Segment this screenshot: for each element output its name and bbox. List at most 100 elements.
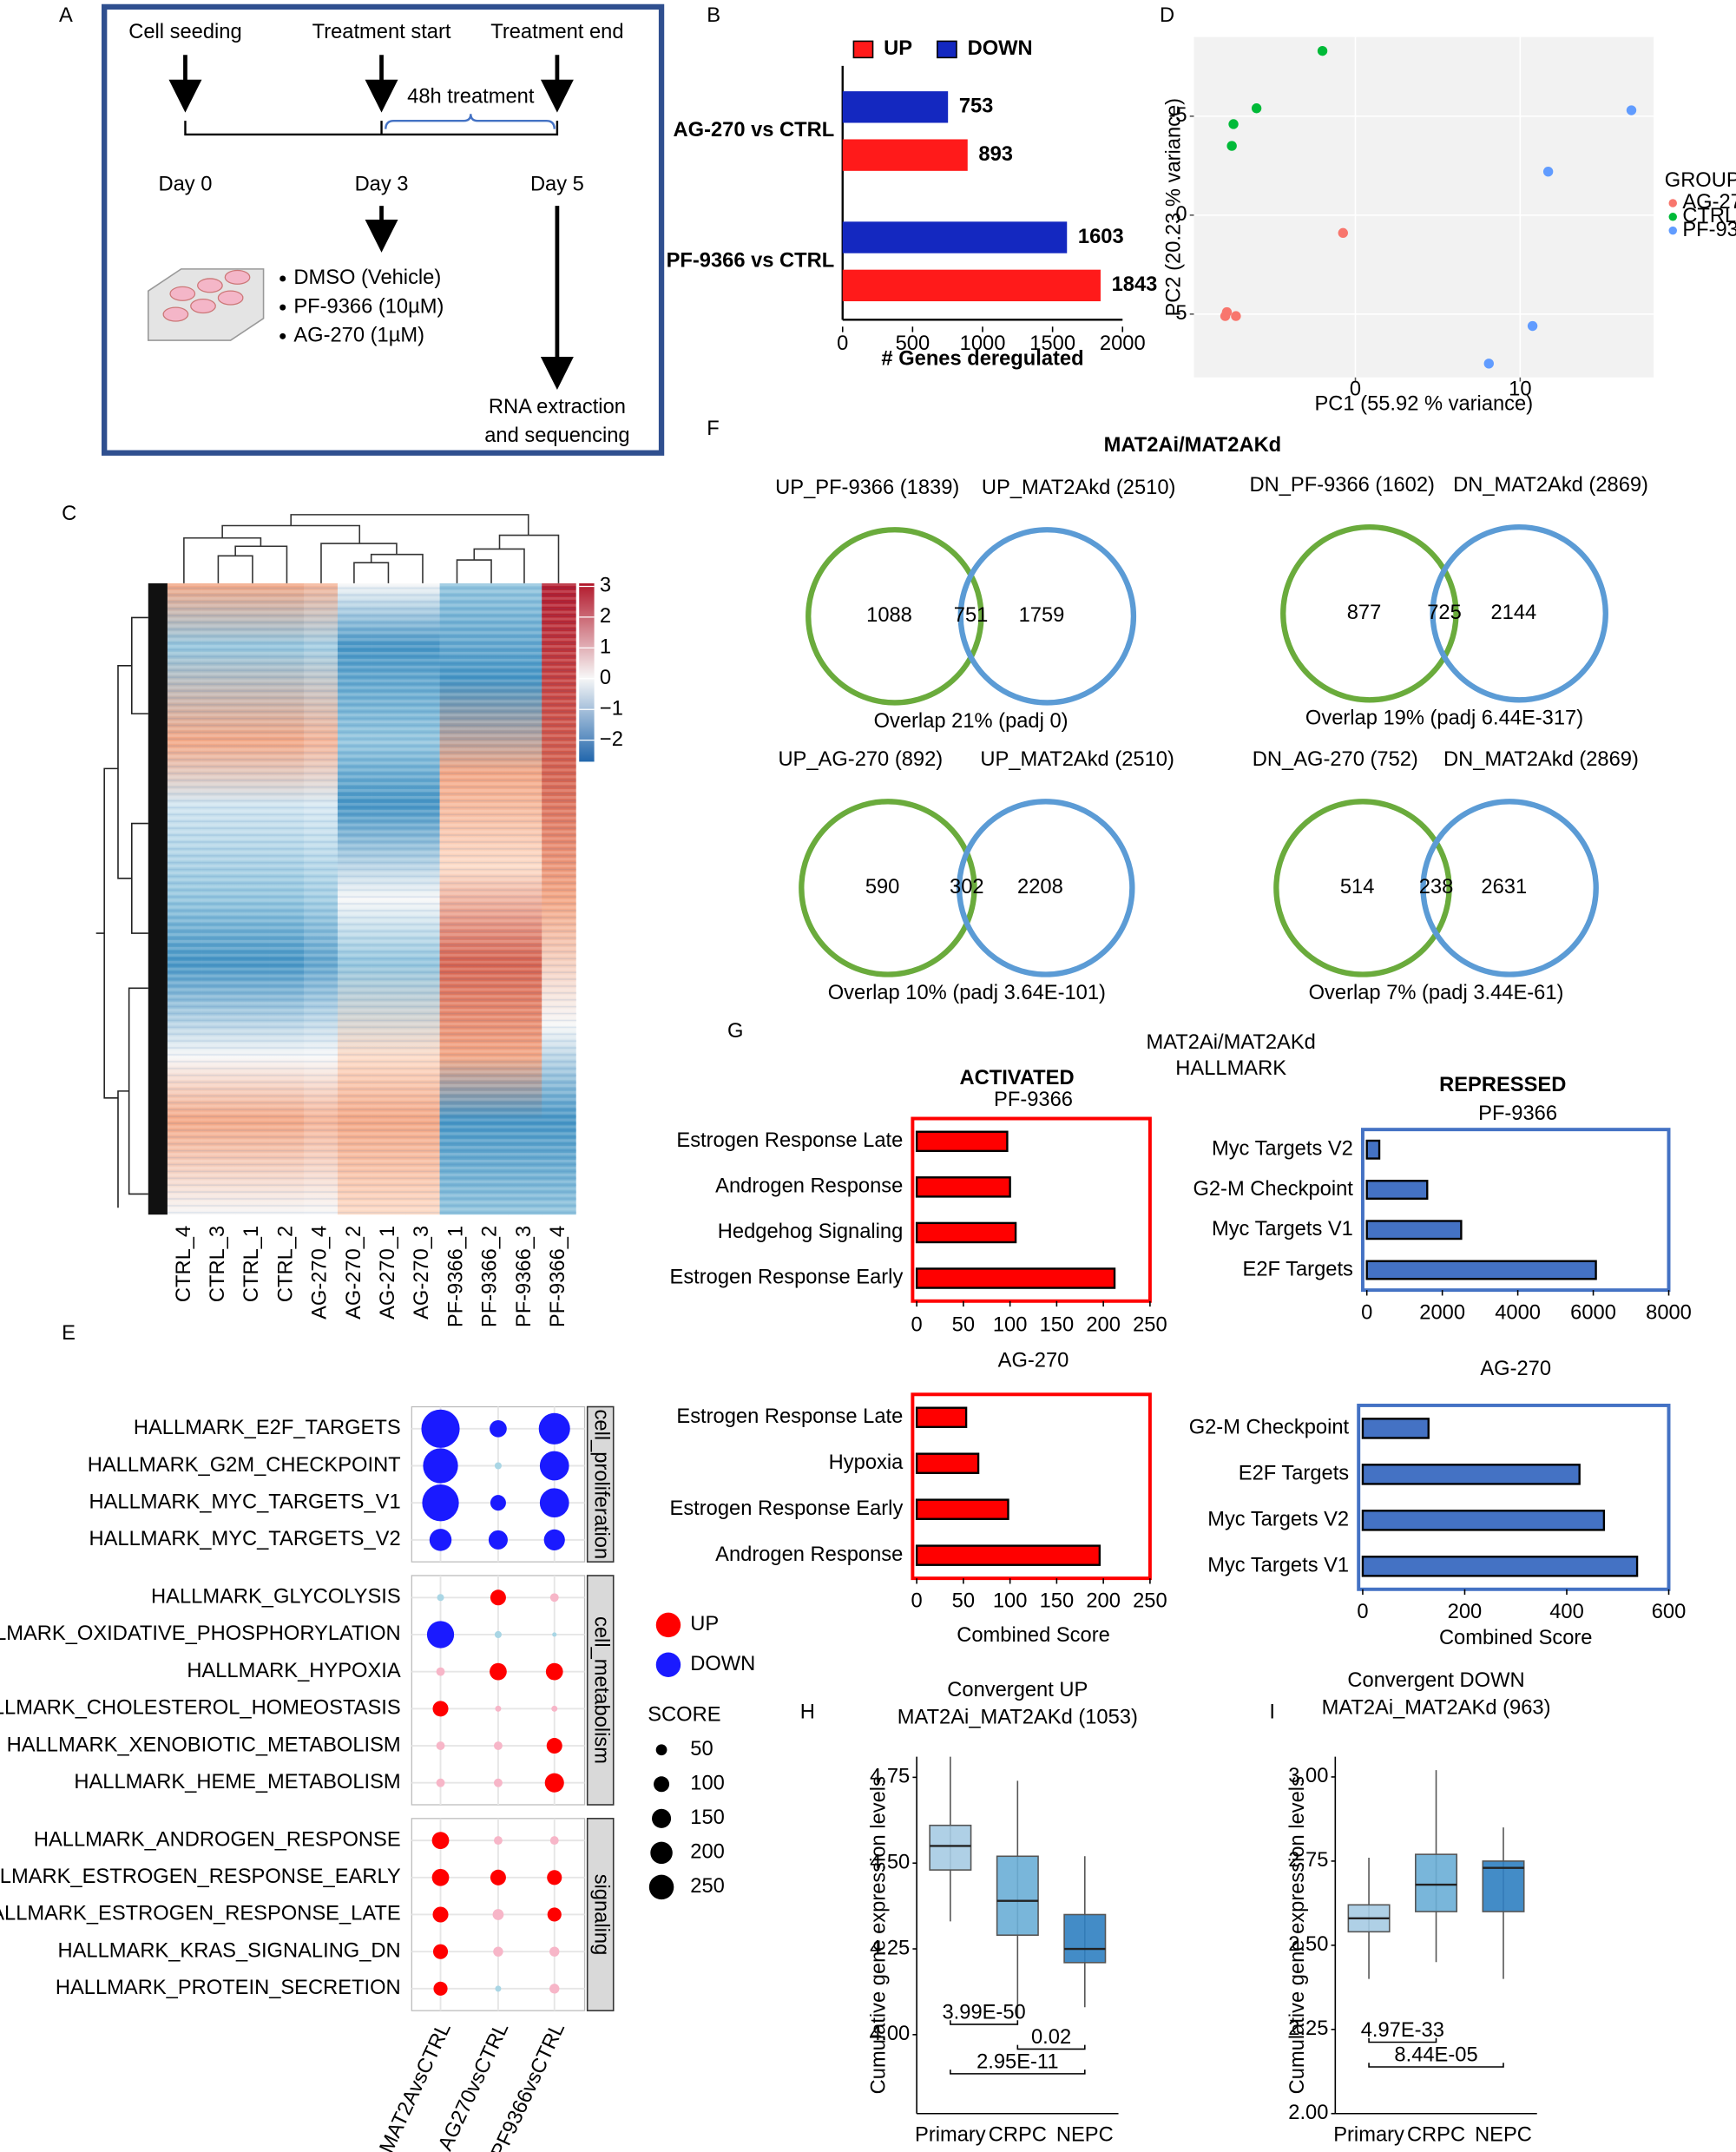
bullet bbox=[279, 275, 286, 282]
category-label: CRPC bbox=[989, 2123, 1047, 2146]
dot bbox=[547, 1870, 562, 1885]
venn-count: 514 bbox=[1340, 876, 1375, 898]
legend-title: SCORE bbox=[648, 1704, 720, 1727]
category-label: Myc Targets V2 bbox=[1212, 1138, 1353, 1161]
value-label: 1843 bbox=[1112, 273, 1158, 296]
colorbar-tick-label: 3 bbox=[600, 575, 611, 597]
dot bbox=[432, 1906, 449, 1923]
x-tick-label: 100 bbox=[993, 1314, 1028, 1337]
x-axis-label: Combined Score bbox=[957, 1624, 1110, 1647]
venn-count: 1759 bbox=[1019, 604, 1065, 627]
chart-title: Convergent DOWN bbox=[1347, 1669, 1524, 1692]
category-label: Hypoxia bbox=[829, 1451, 904, 1474]
y-tick-label: 4.25 bbox=[870, 1937, 910, 1959]
x-tick-label: 250 bbox=[1133, 1314, 1167, 1337]
category-label: Estrogen Response Late bbox=[676, 1129, 903, 1152]
dot bbox=[549, 1946, 560, 1957]
dot bbox=[436, 1667, 445, 1676]
y-axis-label: PC2 (20.23 % variance) bbox=[1163, 98, 1186, 317]
column-dendrogram bbox=[183, 514, 560, 583]
pathway-label: HALLMARK_ESTROGEN_RESPONSE_EARLY bbox=[0, 1866, 401, 1888]
panel-letter: E bbox=[62, 1322, 76, 1345]
plot-background bbox=[1194, 36, 1654, 378]
size-legend-marker bbox=[655, 1744, 667, 1756]
colorbar bbox=[579, 582, 595, 762]
dot bbox=[539, 1488, 569, 1518]
panel-letter: A bbox=[59, 4, 73, 27]
x-tick-label: 0 bbox=[911, 1589, 923, 1612]
chart-title: MAT2Ai_MAT2AKd (963) bbox=[1322, 1697, 1551, 1720]
x-axis-label: # Genes deregulated bbox=[881, 347, 1083, 370]
x-tick-label: 4000 bbox=[1495, 1301, 1541, 1324]
bar bbox=[1361, 1464, 1581, 1485]
bar bbox=[915, 1452, 980, 1474]
legend-swatch bbox=[852, 40, 874, 59]
chart-title: PF-9366 bbox=[1478, 1102, 1557, 1125]
dot bbox=[495, 1985, 502, 1992]
plot-frame bbox=[911, 1116, 1152, 1303]
bar bbox=[915, 1221, 1017, 1244]
venn-overlap: Overlap 21% (padj 0) bbox=[874, 710, 1069, 733]
enrichment-title: MAT2Ai/MAT2AKd bbox=[1146, 1031, 1315, 1054]
y-tick-label: 2.25 bbox=[1288, 2017, 1328, 2040]
category-label: Hedgehog Signaling bbox=[718, 1221, 904, 1243]
dot bbox=[423, 1448, 458, 1484]
day-label: Day 5 bbox=[530, 174, 584, 196]
x-tick-label: 50 bbox=[952, 1314, 975, 1337]
panel-letter: I bbox=[1269, 1701, 1275, 1723]
category-label: Estrogen Response Early bbox=[670, 1497, 904, 1520]
timeline-axis bbox=[184, 121, 559, 136]
treatment-label: PF-9366 (10µM) bbox=[293, 295, 444, 318]
colorbar-tick-label: −1 bbox=[600, 697, 623, 720]
dot bbox=[431, 1868, 450, 1886]
facet-strip bbox=[586, 1818, 615, 2011]
facet-label: cell_proliferation bbox=[589, 1410, 612, 1560]
venn-count: 2144 bbox=[1490, 602, 1536, 624]
well-plate-icon bbox=[147, 268, 265, 341]
heatmap bbox=[95, 514, 595, 1215]
dot bbox=[490, 1869, 506, 1885]
bar bbox=[915, 1406, 968, 1429]
x-tick-label: 200 bbox=[1448, 1601, 1483, 1623]
size-legend-marker bbox=[648, 1874, 674, 1900]
category-label: E2F Targets bbox=[1239, 1463, 1349, 1485]
dot bbox=[488, 1530, 508, 1550]
panel-letter: B bbox=[707, 4, 720, 27]
box bbox=[929, 1824, 972, 1871]
x-axis-label: Combined Score bbox=[1439, 1627, 1593, 1649]
dot bbox=[437, 1594, 444, 1602]
venn-circle-right bbox=[1430, 523, 1608, 703]
dot bbox=[490, 1662, 507, 1681]
category-label: AG-270 vs CTRL bbox=[674, 119, 835, 141]
y-tick-label: 4.50 bbox=[870, 1851, 910, 1873]
value-label: 753 bbox=[959, 95, 994, 118]
category-label: Myc Targets V1 bbox=[1212, 1218, 1353, 1241]
plot-frame bbox=[911, 1392, 1152, 1581]
x-tick-label: 0 bbox=[911, 1314, 923, 1337]
x-tick-label: 1500 bbox=[1029, 332, 1075, 355]
pathway-label: HALLMARK_GLYCOLYSIS bbox=[151, 1586, 401, 1609]
category-label: Estrogen Response Early bbox=[670, 1267, 904, 1289]
x-axis-label: PC1 (55.92 % variance) bbox=[1314, 393, 1533, 416]
dot bbox=[493, 1836, 503, 1846]
pathway-label: HALLMARK_HYPOXIA bbox=[187, 1660, 401, 1682]
category-label: G2-M Checkpoint bbox=[1193, 1178, 1353, 1201]
y-tick-label: 2.50 bbox=[1288, 1933, 1328, 1956]
venn-set-label: UP_PF-9366 (1839) bbox=[775, 477, 959, 499]
plot-frame bbox=[1357, 1403, 1671, 1591]
venn-overlap: Overlap 7% (padj 3.44E-61) bbox=[1309, 982, 1564, 1004]
sample-label: PF-9366_1 bbox=[444, 1226, 467, 1327]
legend-marker bbox=[1668, 226, 1677, 235]
y-tick-label: 3.00 bbox=[1288, 1765, 1328, 1787]
x-tick-label: 2000 bbox=[1100, 332, 1146, 355]
bar bbox=[842, 269, 1101, 302]
venn-count: 238 bbox=[1419, 876, 1454, 898]
venn-set-label: UP_MAT2Akd (2510) bbox=[980, 748, 1174, 771]
category-label: Primary bbox=[915, 2123, 986, 2146]
pathway-label: HALLMARK_XENOBIOTIC_METABOLISM bbox=[7, 1734, 401, 1756]
sample-label: CTRL_2 bbox=[274, 1226, 297, 1302]
bar bbox=[1365, 1260, 1597, 1280]
category-label: NEPC bbox=[1475, 2123, 1532, 2146]
size-legend-marker bbox=[652, 1808, 672, 1828]
